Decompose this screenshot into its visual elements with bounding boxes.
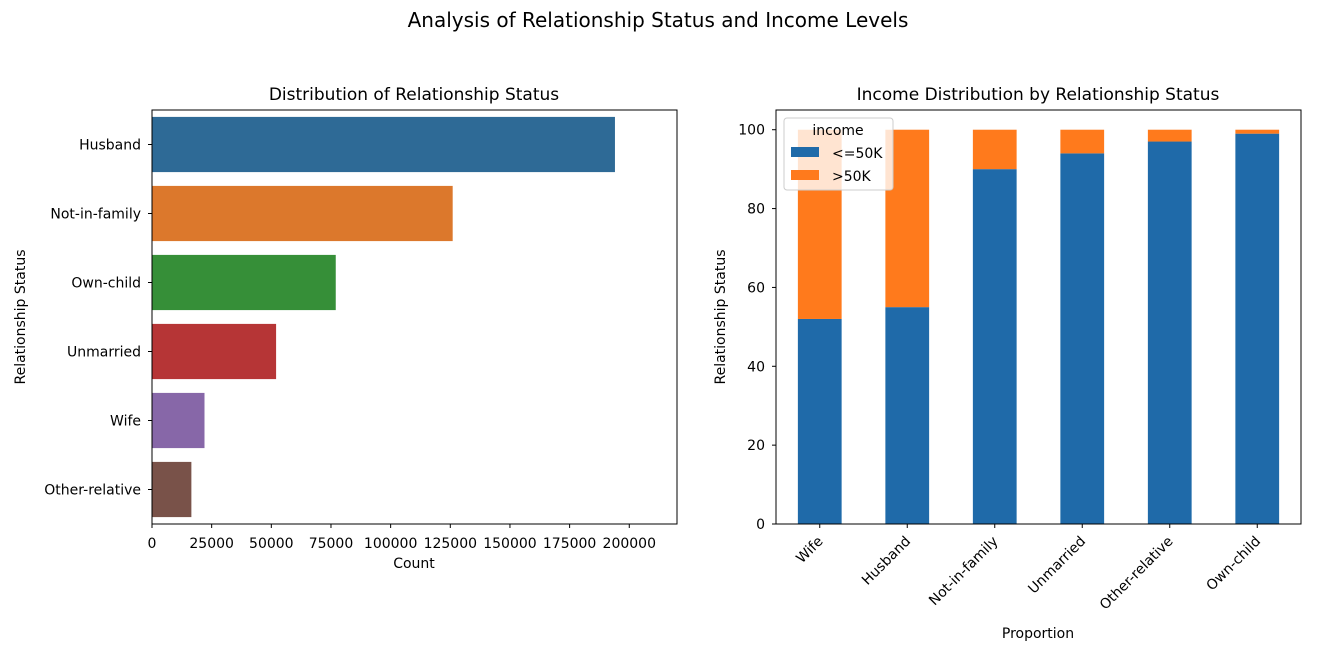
relationship-count-chart: Distribution of Relationship Status Husb… bbox=[13, 85, 678, 572]
legend-label-le50k: <=50K bbox=[832, 146, 883, 162]
left-chart-title: Distribution of Relationship Status bbox=[269, 85, 559, 105]
y-tick-label: Other-relative bbox=[44, 483, 141, 499]
x-tick-label: 150000 bbox=[483, 536, 536, 552]
income-distribution-chart: Income Distribution by Relationship Stat… bbox=[713, 85, 1302, 642]
bar-unmarried bbox=[152, 323, 277, 380]
bar-not-in-family-le50k bbox=[972, 169, 1017, 524]
y-tick-label: Own-child bbox=[71, 276, 141, 292]
right-bars bbox=[797, 129, 1280, 525]
bar-not-in-family-gt50k bbox=[972, 129, 1017, 170]
x-tick-label: 125000 bbox=[424, 536, 477, 552]
x-tick-label: Other-relative bbox=[1097, 534, 1177, 614]
bar-own-child bbox=[152, 254, 336, 311]
bar-other-relative-gt50k bbox=[1147, 129, 1192, 142]
x-tick-label: Not-in-family bbox=[926, 534, 1001, 609]
x-tick-label: Wife bbox=[793, 534, 826, 567]
bar-wife-le50k bbox=[797, 318, 842, 524]
y-tick-label: 20 bbox=[747, 438, 765, 454]
y-tick-label: 40 bbox=[747, 359, 765, 375]
x-tick-label: 50000 bbox=[249, 536, 294, 552]
left-x-axis-label: Count bbox=[393, 556, 435, 572]
y-tick-label: Unmarried bbox=[67, 345, 141, 361]
x-tick-label: 100000 bbox=[364, 536, 417, 552]
bar-other-relative bbox=[152, 461, 192, 518]
x-tick-label: 0 bbox=[148, 536, 157, 552]
y-tick-label: 80 bbox=[747, 202, 765, 218]
bar-not-in-family bbox=[152, 185, 453, 242]
left-x-ticks: 0 25000 50000 75000 100000 125000 150000 175000… bbox=[148, 524, 656, 552]
legend: income <=50K >50K bbox=[783, 117, 894, 191]
x-tick-label: 75000 bbox=[309, 536, 354, 552]
x-tick-label: Unmarried bbox=[1025, 534, 1089, 598]
y-tick-label: Wife bbox=[110, 414, 141, 430]
right-y-axis-label: Relationship Status bbox=[713, 249, 729, 384]
x-tick-label: Husband bbox=[859, 534, 914, 589]
y-tick-label: Not-in-family bbox=[50, 207, 141, 223]
bar-unmarried-le50k bbox=[1060, 153, 1105, 524]
left-bars bbox=[152, 116, 615, 518]
y-tick-label: 60 bbox=[747, 280, 765, 296]
left-y-axis-label: Relationship Status bbox=[13, 249, 29, 384]
bar-husband bbox=[152, 116, 615, 173]
left-plot-frame bbox=[151, 109, 678, 525]
right-plot-frame bbox=[775, 109, 1302, 525]
legend-swatch-le50k bbox=[791, 147, 819, 157]
bar-own-child-gt50k bbox=[1235, 129, 1280, 134]
x-tick-label: 200000 bbox=[603, 536, 656, 552]
x-tick-label: 175000 bbox=[543, 536, 596, 552]
bar-husband-le50k bbox=[885, 307, 930, 524]
y-tick-label: 100 bbox=[738, 123, 765, 139]
left-y-ticks: Husband Not-in-family Own-child Unmarried Wi… bbox=[44, 138, 152, 499]
x-tick-label: Own-child bbox=[1204, 534, 1265, 595]
bar-unmarried-gt50k bbox=[1060, 129, 1105, 154]
bar-other-relative-le50k bbox=[1147, 141, 1192, 525]
right-chart-title: Income Distribution by Relationship Stat… bbox=[857, 85, 1220, 105]
right-x-axis-label: Proportion bbox=[1002, 626, 1074, 642]
y-tick-label: 0 bbox=[756, 517, 765, 533]
legend-title: income bbox=[812, 123, 863, 139]
bar-own-child-le50k bbox=[1235, 133, 1280, 524]
bar-wife bbox=[152, 392, 205, 449]
legend-label-gt50k: >50K bbox=[832, 169, 872, 185]
y-tick-label: Husband bbox=[79, 138, 141, 154]
figure-title: Analysis of Relationship Status and Inco… bbox=[408, 8, 909, 32]
right-x-ticks: Wife Husband Not-in-family Unmarried Other-r… bbox=[793, 524, 1264, 613]
x-tick-label: 25000 bbox=[189, 536, 234, 552]
legend-swatch-gt50k bbox=[791, 170, 819, 180]
right-y-ticks: 0 20 40 60 80 100 bbox=[738, 123, 776, 533]
